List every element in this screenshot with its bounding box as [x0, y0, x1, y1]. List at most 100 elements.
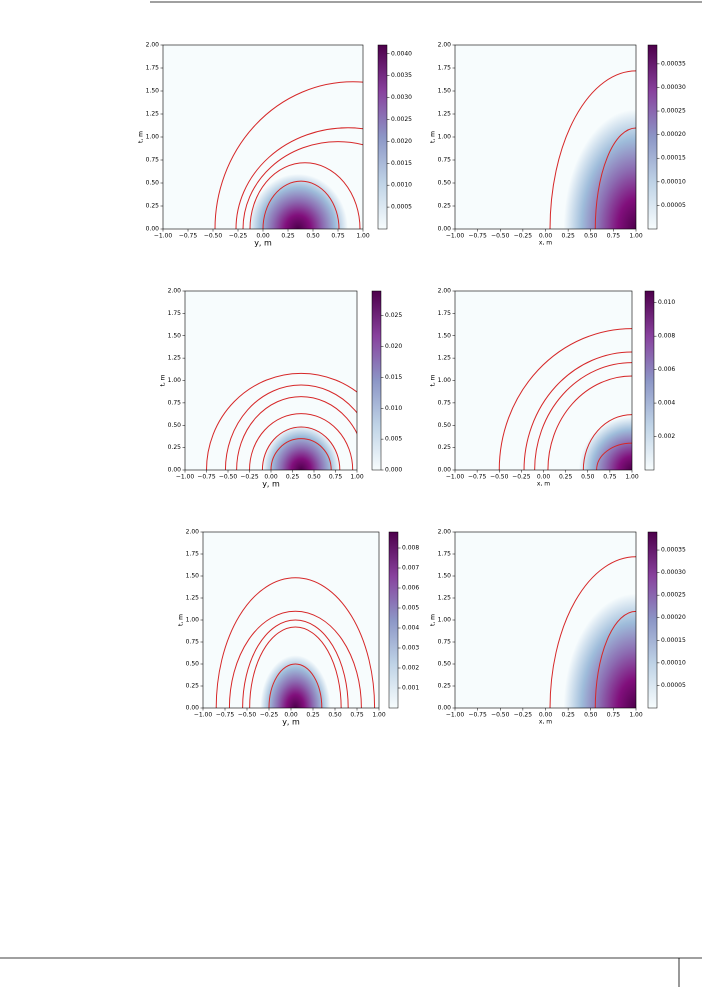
y-tick-label: 1.50	[168, 332, 182, 339]
y-tick-label: 0.75	[438, 639, 452, 646]
y-tick-label: 0.50	[168, 422, 182, 429]
x-tick-label: 0.50	[584, 233, 598, 240]
y-tick-label: 1.75	[146, 65, 160, 72]
y-tick-label: 1.25	[438, 595, 452, 602]
y-tick-label: 0.75	[438, 157, 452, 164]
x-tick-label: 0.00	[539, 233, 553, 240]
plot-area	[203, 532, 379, 708]
heatmap-field	[260, 655, 331, 708]
x-tick-label: −0.75	[468, 474, 487, 481]
x-tick-label: −1.00	[446, 712, 465, 719]
plot-area	[455, 291, 632, 470]
y-tick-label: 1.00	[168, 377, 182, 384]
y-axis-label: t, m	[138, 131, 145, 143]
contour-line	[224, 384, 357, 470]
y-tick-label: 1.75	[438, 65, 452, 72]
x-tick-label: −0.50	[491, 233, 510, 240]
x-tick-label: −0.50	[490, 474, 509, 481]
colorbar-tick-label: 0.00010	[661, 659, 686, 666]
colorbar-tick-label: 0.0020	[391, 138, 412, 145]
heatmap-field	[563, 109, 636, 229]
x-tick-label: 0.50	[328, 712, 342, 719]
y-tick-label: 1.50	[146, 88, 160, 95]
contour-line	[214, 81, 363, 229]
contour-line	[235, 127, 363, 229]
y-tick-label: 0.25	[186, 683, 200, 690]
colorbar-tick-label: 0.006	[658, 366, 675, 373]
y-tick-label: 0.75	[438, 399, 452, 406]
plot-area	[455, 45, 636, 229]
y-axis-label: t, m	[160, 374, 167, 386]
contour-line	[270, 438, 332, 470]
y-tick-label: 0.50	[438, 180, 452, 187]
y-tick-label: 0.50	[438, 422, 452, 429]
y-tick-label: 0.75	[146, 157, 160, 164]
colorbar-tick-label: 0.0030	[391, 94, 412, 101]
contour-line	[206, 372, 357, 470]
colorbar-tick-label: 0.010	[385, 405, 402, 412]
x-tick-label: 0.00	[537, 474, 551, 481]
y-tick-label: 2.00	[438, 42, 452, 49]
x-tick-label: 0.75	[607, 712, 621, 719]
contour-line	[594, 610, 636, 708]
x-tick-label: 1.00	[350, 474, 364, 481]
colorbar-tick-label: 0.0005	[391, 204, 412, 211]
heatmap-field	[248, 173, 348, 229]
colorbar-tick-label: 0.0025	[391, 116, 412, 123]
colorbar-tick-label: 0.0040	[391, 50, 412, 57]
x-axis-label: x, m	[537, 481, 550, 488]
colorbar-tick-label: 0.004	[658, 400, 675, 407]
heatmap-field	[563, 593, 636, 708]
y-tick-label: 0.25	[146, 203, 160, 210]
x-tick-label: −0.25	[260, 712, 279, 719]
y-tick-label: 1.00	[438, 377, 452, 384]
y-tick-label: 2.00	[438, 529, 452, 536]
x-axis-label: x, m	[539, 240, 552, 247]
y-axis-label: t, m	[430, 614, 437, 626]
contour-line	[549, 556, 636, 708]
x-tick-label: 0.00	[539, 712, 553, 719]
colorbar-tick-label: 0.000	[385, 467, 402, 474]
y-tick-label: 1.50	[438, 332, 452, 339]
x-tick-label: 0.50	[584, 712, 598, 719]
x-tick-label: 1.00	[629, 233, 643, 240]
x-tick-label: 0.25	[561, 233, 575, 240]
x-tick-label: −0.75	[197, 474, 216, 481]
x-axis-label: x, m	[539, 719, 552, 726]
y-axis-label: t, m	[430, 374, 437, 386]
colorbar-tick-label: 0.00020	[661, 131, 686, 138]
colorbar-tick-label: 0.00015	[661, 637, 686, 644]
plot-area	[163, 45, 363, 229]
x-tick-label: −0.25	[512, 474, 531, 481]
x-axis-label: y, m	[262, 480, 280, 489]
x-tick-label: −0.25	[514, 712, 533, 719]
colorbar-tick-label: 0.00005	[661, 682, 686, 689]
y-tick-label: 0.75	[168, 399, 182, 406]
colorbar-tick-label: 0.020	[385, 343, 402, 350]
colorbar	[647, 44, 658, 230]
x-tick-label: −0.25	[229, 233, 248, 240]
contour-line	[534, 362, 632, 470]
y-tick-label: 0.50	[438, 661, 452, 668]
contour-line	[262, 180, 340, 229]
x-tick-label: 0.25	[561, 712, 575, 719]
x-tick-label: −0.50	[219, 474, 238, 481]
x-tick-label: −0.25	[240, 474, 259, 481]
x-tick-label: 0.25	[281, 233, 295, 240]
contour-line	[549, 70, 636, 229]
x-tick-label: 0.25	[286, 474, 300, 481]
x-tick-label: −0.75	[179, 233, 198, 240]
y-tick-label: 1.25	[186, 595, 200, 602]
y-tick-label: 0.50	[186, 661, 200, 668]
y-tick-label: 1.50	[438, 88, 452, 95]
colorbar-tick-label: 0.006	[402, 585, 419, 592]
y-tick-label: 0.00	[186, 705, 200, 712]
y-tick-label: 0.50	[146, 180, 160, 187]
contour-line	[249, 413, 354, 470]
y-tick-label: 1.50	[186, 573, 200, 580]
contour-line	[236, 396, 357, 470]
contour-line	[596, 442, 632, 470]
y-tick-label: 1.00	[438, 617, 452, 624]
x-tick-label: 1.00	[356, 233, 370, 240]
